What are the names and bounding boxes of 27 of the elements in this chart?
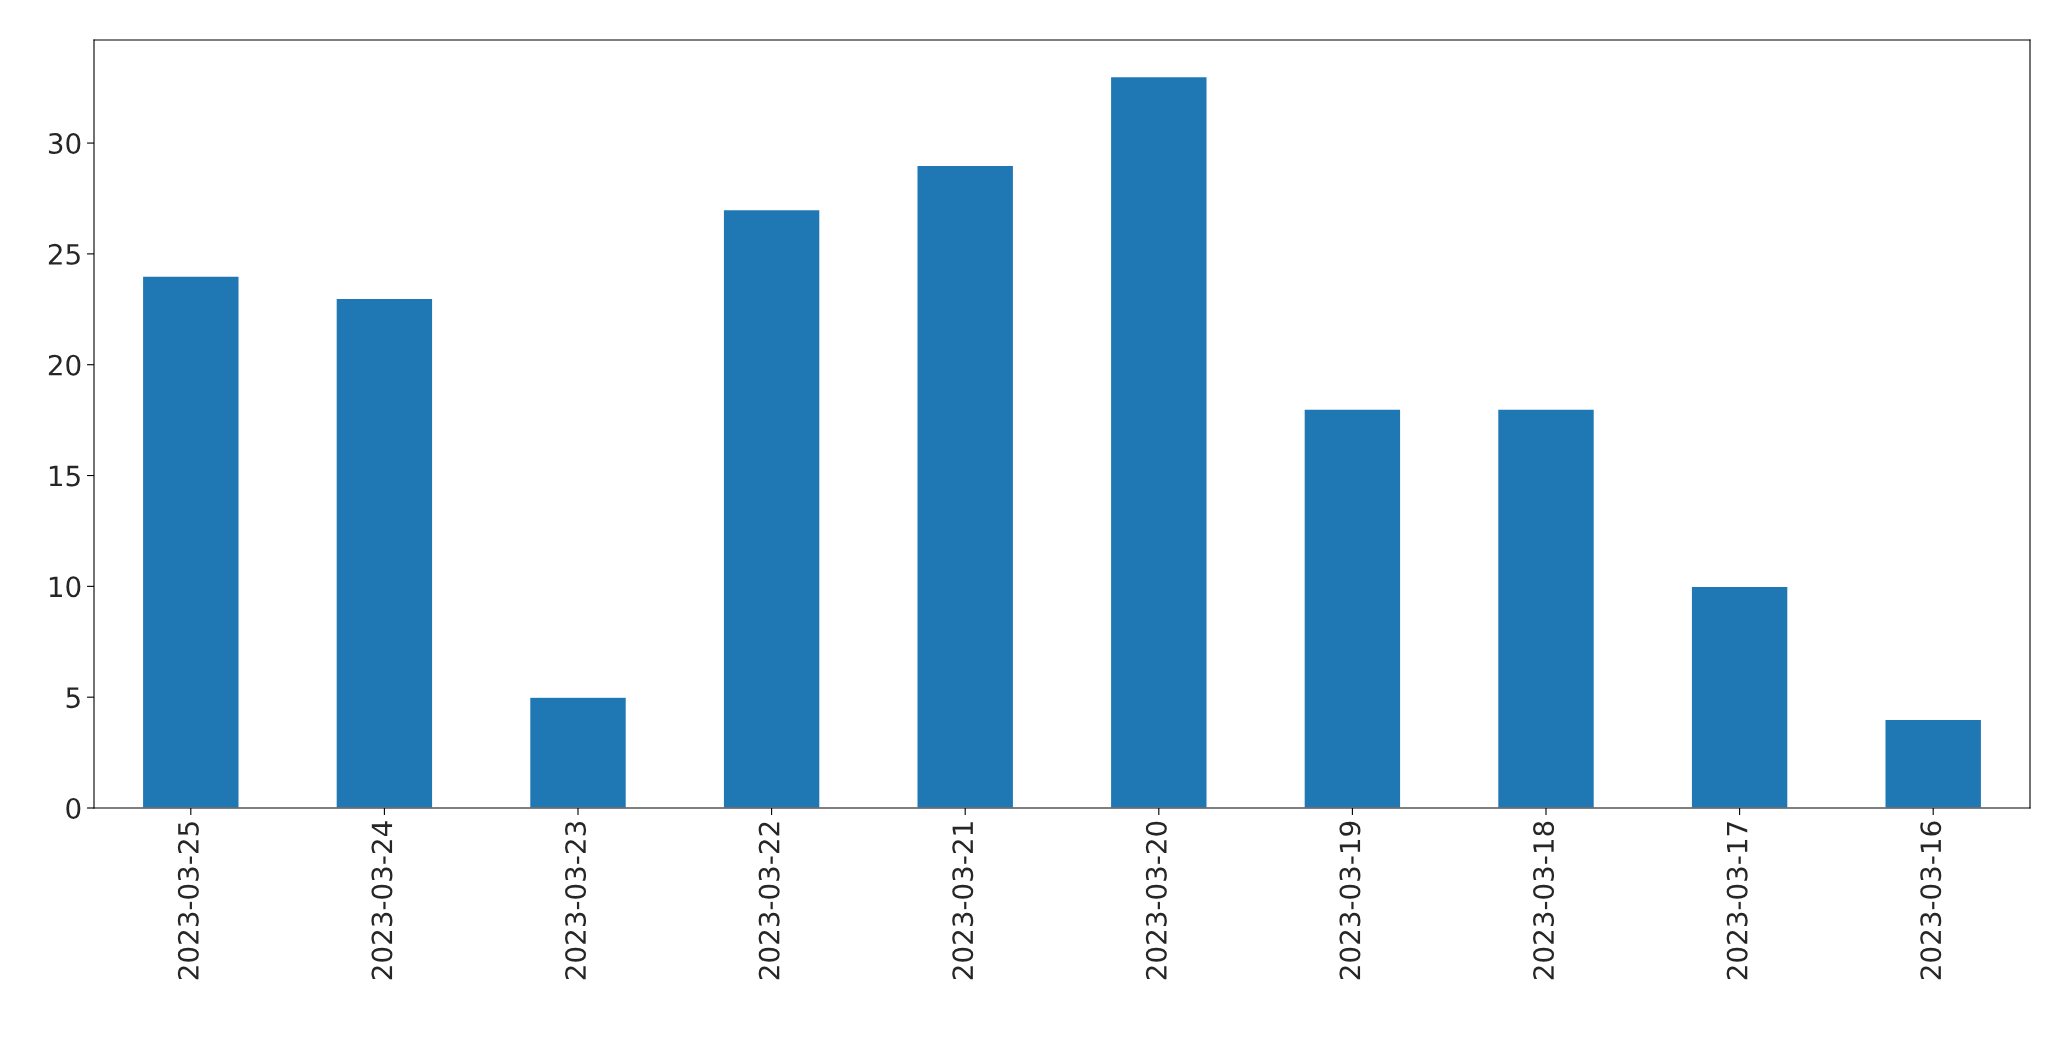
y-tick-label: 30 (48, 133, 81, 155)
y-tick-label: 20 (48, 354, 81, 376)
x-tick-label: 2023-03-18 (1533, 821, 1555, 980)
x-tick-label: 2023-03-21 (952, 822, 974, 980)
x-tick-label: 2023-03-17 (1726, 822, 1748, 980)
y-tick-label: 5 (66, 687, 80, 709)
y-tick-label: 0 (66, 797, 81, 819)
bar (335, 297, 434, 808)
bar (528, 696, 628, 808)
bar (1303, 408, 1402, 808)
y-tick-label: 10 (49, 576, 81, 598)
y-tick-label: 15 (49, 465, 80, 487)
x-tick-label: 2023-03-24 (371, 821, 393, 980)
bar (1884, 718, 1983, 808)
bar (916, 164, 1015, 808)
x-tick-label: 2023-03-25 (177, 822, 199, 980)
x-tick-label: 2023-03-19 (1339, 821, 1361, 980)
x-tick-label: 2023-03-20 (1145, 821, 1167, 980)
bar (722, 208, 821, 808)
y-tick-label: 25 (48, 243, 80, 265)
x-tick-label: 2023-03-16 (1920, 821, 1942, 980)
x-tick-label: 2023-03-22 (758, 822, 780, 980)
bar (1690, 585, 1789, 808)
x-tick-label: 2023-03-23 (565, 822, 587, 980)
bar (1109, 75, 1208, 808)
bar (1496, 408, 1596, 808)
bar (141, 275, 240, 808)
